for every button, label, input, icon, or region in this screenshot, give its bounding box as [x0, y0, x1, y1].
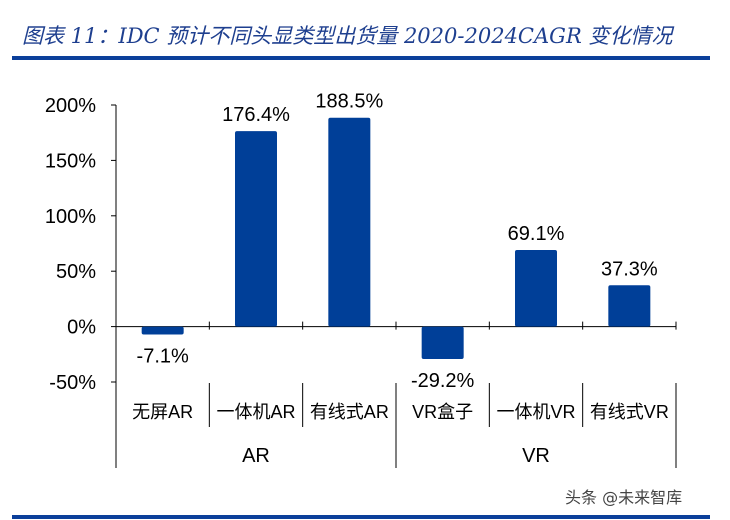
- watermark: 头条 @未来智库: [565, 488, 683, 507]
- category-label: 一体机VR: [496, 402, 575, 422]
- category-label: 有线式VR: [590, 402, 669, 422]
- bottom-rule: [12, 515, 710, 519]
- category-label: 一体机AR: [216, 402, 295, 422]
- y-tick-label: 100%: [45, 206, 96, 228]
- data-label: 37.3%: [601, 258, 658, 280]
- data-label: 69.1%: [508, 223, 565, 245]
- top-rule: [12, 56, 710, 60]
- bar-有线式AR: [328, 117, 371, 327]
- figure-title: 图表 11：IDC 预计不同头显类型出货量 2020-2024CAGR 变化情况: [22, 24, 673, 48]
- y-tick-label: 150%: [45, 150, 96, 172]
- category-label: 有线式AR: [310, 402, 389, 422]
- bar-无屏AR: [141, 326, 184, 335]
- group-label: AR: [242, 445, 270, 467]
- category-label: VR盒子: [412, 402, 473, 422]
- y-tick-label: 50%: [56, 261, 96, 283]
- data-label: 188.5%: [315, 91, 383, 113]
- bar-一体机AR: [235, 131, 277, 327]
- group-label: VR: [522, 445, 550, 467]
- category-label: 无屏AR: [132, 402, 193, 422]
- data-label: -7.1%: [137, 345, 189, 367]
- data-label: -29.2%: [411, 370, 475, 392]
- data-label: 176.4%: [222, 104, 290, 126]
- bar-VR盒子: [421, 326, 464, 359]
- y-tick-label: 200%: [45, 95, 96, 117]
- bar-有线式VR: [608, 285, 651, 327]
- y-tick-label: -50%: [49, 372, 96, 394]
- y-tick-label: 0%: [67, 317, 96, 339]
- bar-一体机VR: [515, 250, 557, 327]
